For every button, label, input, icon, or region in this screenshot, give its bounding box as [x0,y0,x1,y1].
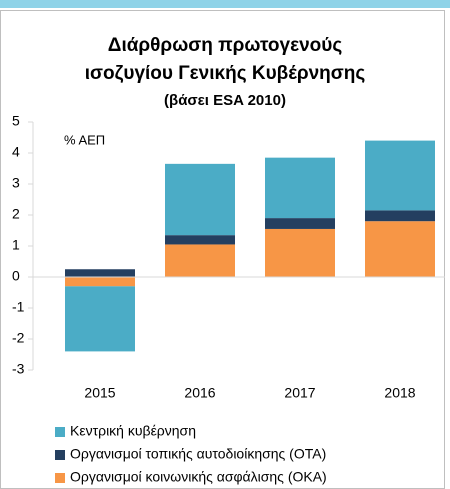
y-tick-label: 5 [12,113,20,129]
legend-label: Κεντρική κυβέρνηση [70,423,196,439]
bar-segment [365,210,435,222]
bar-segment [265,218,335,229]
x-tick-label: 2018 [384,385,415,401]
y-tick-label: -1 [12,299,25,315]
chart-subtitle: (βάσει ESA 2010) [164,92,286,109]
chart-title: ισοζυγίου Γενικής Κυβέρνησης [85,63,366,84]
bar-segment [65,277,135,287]
header-strip [0,0,450,8]
legend-swatch [55,473,65,483]
legend-label: Οργανισμοί κοινωνικής ασφάλισης (ΟΚΑ) [70,469,327,485]
legend-label: Οργανισμοί τοπικής αυτοδιοίκησης (ΟΤΑ) [70,446,326,462]
y-axis-label: % ΑΕΠ [64,132,105,147]
y-tick-label: -2 [12,330,25,346]
y-tick-label: 4 [12,144,20,160]
x-tick-label: 2017 [284,385,315,401]
bar-segment [165,235,235,245]
bar-segment [65,269,135,277]
bar-segment [165,244,235,277]
bar-segment [365,140,435,211]
bar-segment [65,286,135,352]
bar-segment [265,228,335,277]
y-tick-label: -3 [12,361,25,377]
legend-swatch [55,450,65,460]
y-tick-label: 2 [12,206,20,222]
bar-segment [365,221,435,277]
x-tick-label: 2015 [84,385,115,401]
y-tick-label: 1 [12,237,20,253]
legend-swatch [55,427,65,437]
bar-segment [265,157,335,219]
chart-title: Διάρθρωση πρωτογενούς [108,35,343,56]
bar-segment [165,163,235,236]
y-tick-label: 3 [12,175,20,191]
x-tick-label: 2016 [184,385,215,401]
y-tick-label: 0 [12,268,20,284]
